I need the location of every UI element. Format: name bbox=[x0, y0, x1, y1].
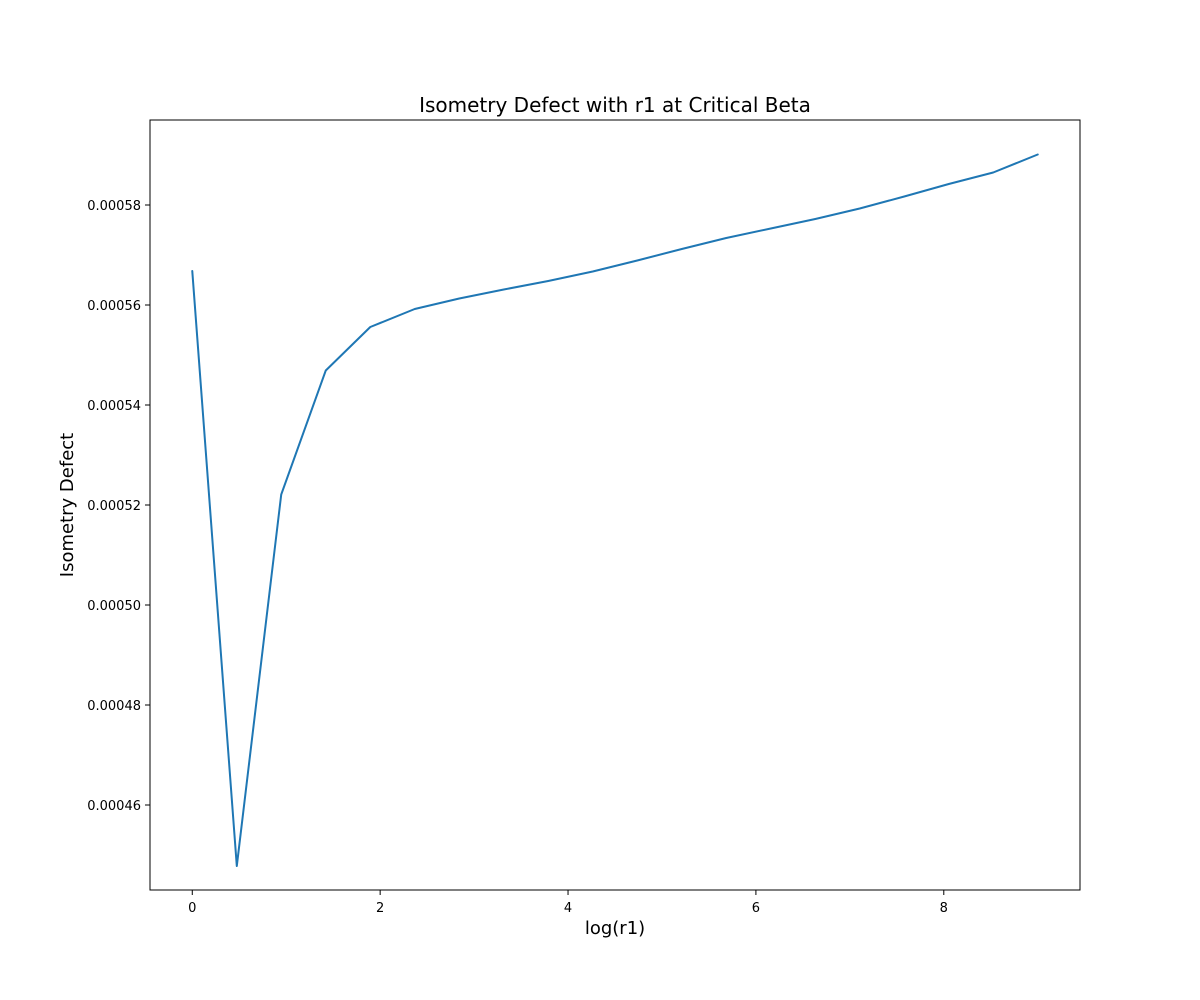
series-layer bbox=[191, 153, 1039, 867]
y-axis-label: Isometry Defect bbox=[57, 433, 78, 577]
x-tick-label: 2 bbox=[376, 901, 384, 916]
x-axis: 0 2 4 6 8 bbox=[188, 890, 948, 916]
y-tick-label: 0.00052 bbox=[87, 499, 141, 514]
x-tick-label: 4 bbox=[564, 901, 572, 916]
x-tick-label: 6 bbox=[752, 901, 760, 916]
x-tick-label: 0 bbox=[188, 901, 196, 916]
y-tick-label: 0.00054 bbox=[87, 399, 141, 414]
x-tick-label: 8 bbox=[940, 901, 948, 916]
y-tick-label: 0.00046 bbox=[87, 799, 141, 814]
y-tick-label: 0.00048 bbox=[87, 699, 141, 714]
x-axis-label: log(r1) bbox=[585, 918, 645, 939]
y-axis: 0.00046 0.00048 0.00050 0.00052 0.00054 0.000… bbox=[87, 199, 150, 814]
chart-title: Isometry Defect with r1 at Critical Beta bbox=[419, 93, 811, 117]
y-tick-label: 0.00050 bbox=[87, 599, 141, 614]
y-tick-label: 0.00056 bbox=[87, 299, 141, 314]
y-tick-label: 0.00058 bbox=[87, 199, 141, 214]
series-line-0 bbox=[191, 153, 1039, 867]
